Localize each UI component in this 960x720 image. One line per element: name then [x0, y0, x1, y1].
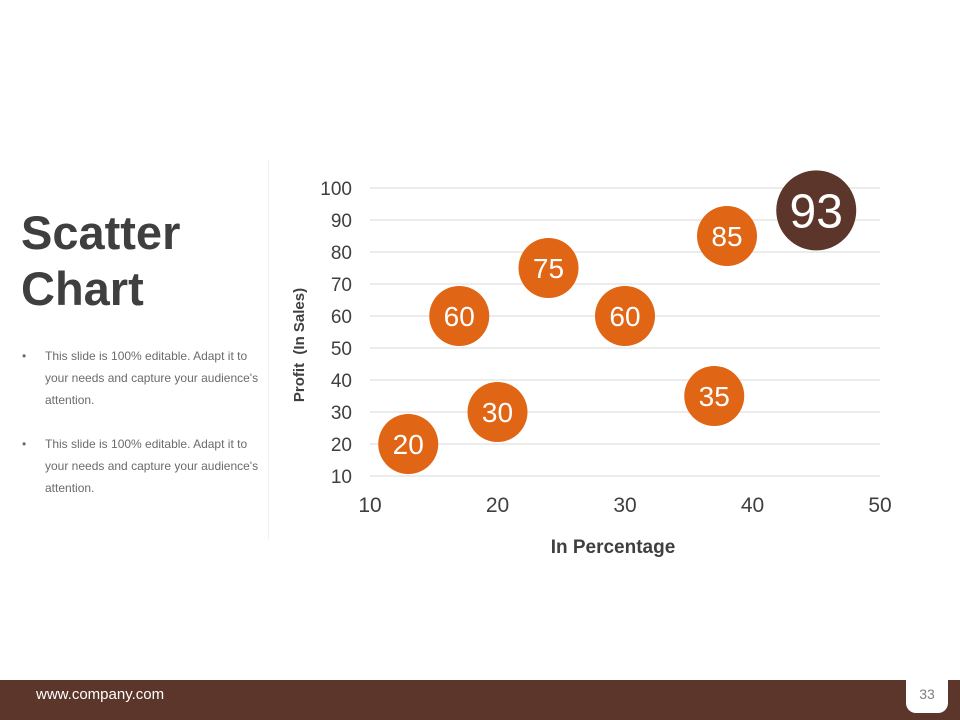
x-axis-label: In Percentage — [551, 537, 676, 558]
page-number-badge: 33 — [906, 671, 948, 713]
data-point-marker — [697, 206, 757, 266]
page-number: 33 — [919, 686, 935, 702]
x-tick-label: 10 — [358, 494, 381, 517]
data-point: 93 — [776, 170, 857, 251]
y-tick-label: 60 — [331, 307, 352, 328]
data-point-label: 85 — [711, 221, 742, 252]
data-point: 20 — [378, 414, 439, 474]
y-axis-label: Profit (In Sales) — [291, 288, 308, 402]
bullet-text: This slide is 100% editable. Adapt it to… — [45, 437, 259, 495]
slide-title: Scatter Chart — [21, 205, 261, 317]
footer-url: www.company.com — [36, 686, 165, 703]
data-point-label: 35 — [699, 381, 730, 412]
data-point-marker — [776, 170, 857, 251]
y-tick-label: 20 — [331, 435, 352, 456]
bullet-list: • This slide is 100% editable. Adapt it t… — [22, 345, 267, 521]
bullet-item: • This slide is 100% editable. Adapt it t… — [22, 345, 267, 411]
x-tick-label: 40 — [741, 494, 764, 517]
data-point-label: 60 — [444, 301, 475, 332]
bullet-item: • This slide is 100% editable. Adapt it t… — [22, 433, 267, 499]
data-point: 85 — [697, 206, 757, 266]
data-point: 30 — [467, 382, 528, 442]
data-point-label: 30 — [482, 397, 513, 428]
data-point: 60 — [429, 286, 490, 346]
y-tick-label: 50 — [331, 339, 352, 360]
y-axis-ticks: 10 20 30 40 50 60 70 80 90 100 — [320, 179, 352, 488]
data-point: 75 — [518, 238, 579, 298]
y-tick-label: 100 — [320, 179, 352, 200]
x-axis-ticks: 10 20 30 40 50 — [358, 494, 891, 517]
y-tick-label: 90 — [331, 211, 352, 232]
data-point-marker — [518, 238, 579, 298]
slide-title-line-2: Chart — [21, 262, 144, 315]
bullet-text: This slide is 100% editable. Adapt it to… — [45, 349, 259, 407]
bullet-symbol: • — [22, 349, 27, 363]
gridlines — [370, 187, 880, 477]
data-point-marker — [378, 414, 439, 474]
data-point-marker — [467, 382, 528, 442]
data-point-label: 20 — [393, 429, 424, 460]
x-tick-label: 20 — [486, 494, 509, 517]
data-points: 20 60 30 75 60 35 85 93 — [378, 170, 857, 474]
y-tick-label: 70 — [331, 275, 352, 296]
data-point-marker — [429, 286, 490, 346]
y-tick-label: 10 — [331, 467, 352, 488]
x-tick-label: 50 — [868, 494, 891, 517]
data-point-label: 93 — [790, 185, 843, 238]
y-tick-label: 40 — [331, 371, 352, 392]
bullet-symbol: • — [22, 437, 27, 451]
footer-bar: www.company.com — [0, 680, 960, 720]
y-tick-label: 80 — [331, 243, 352, 264]
data-point-label: 75 — [533, 253, 564, 284]
slide-title-line-1: Scatter — [21, 206, 181, 259]
x-tick-label: 30 — [613, 494, 636, 517]
left-panel — [0, 160, 269, 540]
data-point: 60 — [595, 286, 655, 346]
data-point-label: 60 — [609, 301, 640, 332]
data-point-marker — [595, 286, 655, 346]
data-point: 35 — [684, 366, 745, 426]
y-tick-label: 30 — [331, 403, 352, 424]
data-point-marker — [684, 366, 745, 426]
